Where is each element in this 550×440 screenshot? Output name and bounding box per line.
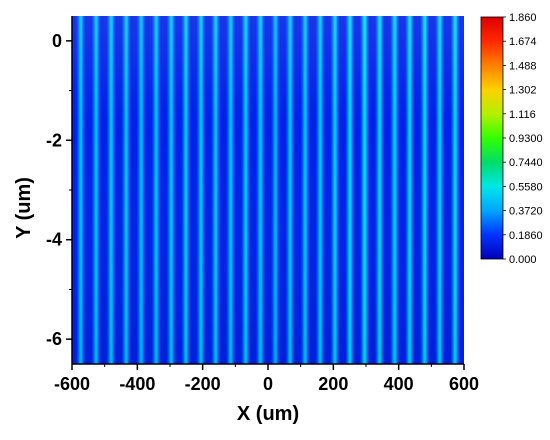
x-tick-label: 400 xyxy=(384,374,414,394)
axes: -600 -400 -200 0 200 400 600 0 -2 -4 -6 xyxy=(46,16,479,394)
x-axis-title: X (um) xyxy=(237,403,299,425)
x-tick-label: 0 xyxy=(263,374,273,394)
colorbar-tick-label: 0.7440 xyxy=(509,157,543,169)
colorbar-tick-label: 0.9300 xyxy=(509,133,543,145)
x-tick-label: -600 xyxy=(54,374,90,394)
x-tick-label: -200 xyxy=(185,374,221,394)
colorbar-tick-label: 1.674 xyxy=(509,36,537,48)
colorbar-gradient xyxy=(480,16,504,260)
y-tick-label: -4 xyxy=(46,230,62,250)
y-tick-label: -6 xyxy=(46,329,62,349)
colorbar-tick-label: 1.488 xyxy=(509,60,537,72)
y-axis-title: Y (um) xyxy=(13,177,35,239)
x-tick-label: -400 xyxy=(119,374,155,394)
colorbar-tick-label: 0.5580 xyxy=(509,181,543,193)
colorbar-tick-label: 0.1860 xyxy=(509,230,543,242)
x-tick-label: 600 xyxy=(449,374,479,394)
y-tick-label: -2 xyxy=(46,130,62,150)
colorbar-tick-label: 1.860 xyxy=(509,12,537,24)
colorbar-tick-label: 0.000 xyxy=(509,254,537,266)
heatmap-plot-area xyxy=(72,16,464,364)
y-tick-label: 0 xyxy=(52,31,62,51)
colorbar-tick-label: 1.302 xyxy=(509,85,537,97)
colorbar-tick-label: 0.3720 xyxy=(509,206,543,218)
colorbar-tick-label: 1.116 xyxy=(509,109,536,121)
heatmap-shading xyxy=(72,16,464,364)
x-tick-label: 200 xyxy=(318,374,348,394)
colorbar: 1.860 1.674 1.488 1.302 1.116 0.9300 0.7440 0.5… xyxy=(480,12,543,266)
